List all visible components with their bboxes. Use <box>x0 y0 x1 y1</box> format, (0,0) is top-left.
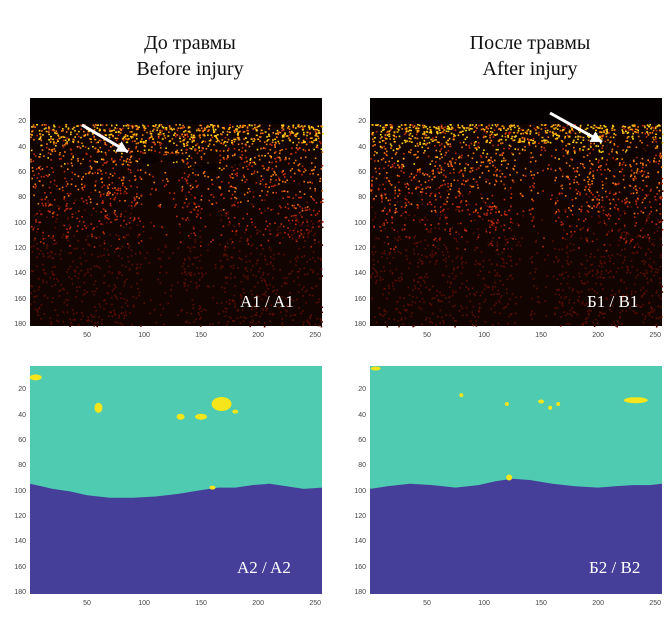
y-tick-label: 160 <box>14 563 26 571</box>
y-tick-label: 140 <box>14 270 26 278</box>
panel-oct-after: Б1 / B1 20 40 60 80 100 120 140 160 180 50 100 150 2… <box>340 92 667 352</box>
segmentation-image <box>29 366 322 594</box>
x-tick-label: 50 <box>83 332 91 339</box>
segmentation-map <box>370 366 662 594</box>
y-tick-label: 120 <box>14 513 26 520</box>
highlight-region <box>504 402 509 406</box>
highlight-region <box>506 474 513 481</box>
panel-label: Б2 / B2 <box>589 558 641 577</box>
y-tick-label: 80 <box>18 462 26 470</box>
panel-label: Б1 / B1 <box>587 292 639 311</box>
x-tick-label: 100 <box>478 600 490 607</box>
x-tick-label: 100 <box>138 332 150 339</box>
panel-segmentation-before: A2 / A2 20 40 60 80 100 120 140 160 180 50 100 150 2… <box>0 360 330 620</box>
lower-layer <box>370 478 662 594</box>
y-tick-label: 20 <box>358 118 366 126</box>
oct-scan <box>370 98 664 328</box>
y-tick-label: 60 <box>18 437 26 444</box>
lower-layer <box>30 483 322 594</box>
y-tick-label: 80 <box>18 194 26 202</box>
column-title-en: Before injury <box>136 58 244 80</box>
x-tick-label: 250 <box>309 332 321 339</box>
arrow-indicator <box>549 111 603 144</box>
y-tick-label: 80 <box>358 194 366 202</box>
y-tick-label: 160 <box>354 563 366 571</box>
highlight-region <box>538 399 545 404</box>
y-tick-label: 100 <box>14 487 26 495</box>
y-tick-label: 120 <box>354 245 366 252</box>
x-tick-label: 200 <box>252 332 264 339</box>
arrow-indicator <box>81 123 129 154</box>
panel-label: A2 / A2 <box>237 558 291 577</box>
y-tick-label: 20 <box>18 118 26 126</box>
panel-oct-before: A1 / A1 20 40 60 80 100 120 140 160 180 50 100 150 2… <box>0 92 330 352</box>
y-tick-label: 40 <box>358 411 366 419</box>
column-title-ru: До травмы <box>144 32 236 54</box>
column-header-before: До травмы Before injury <box>60 30 320 82</box>
y-tick-label: 60 <box>358 169 366 176</box>
y-tick-label: 140 <box>354 270 366 278</box>
y-tick-label: 160 <box>14 295 26 303</box>
y-tick-label: 160 <box>354 295 366 303</box>
highlight-region <box>211 397 232 411</box>
highlight-region <box>209 485 216 490</box>
highlight-region <box>195 413 208 420</box>
highlight-region <box>556 402 561 406</box>
x-tick-label: 200 <box>592 600 604 607</box>
x-tick-label: 150 <box>195 600 207 607</box>
column-title-ru: После травмы <box>469 32 591 54</box>
y-tick-label: 20 <box>358 386 366 394</box>
x-tick-label: 150 <box>535 600 547 607</box>
y-tick-label: 60 <box>18 169 26 176</box>
y-tick-label: 40 <box>18 143 26 151</box>
x-tick-label: 200 <box>592 332 604 339</box>
oct-image <box>370 98 664 328</box>
x-tick-label: 50 <box>423 332 431 339</box>
y-tick-label: 180 <box>354 321 366 328</box>
y-tick-label: 100 <box>14 219 26 227</box>
x-tick-label: 100 <box>138 600 150 607</box>
y-tick-label: 40 <box>358 143 366 151</box>
highlight-region <box>176 413 185 420</box>
highlight-region <box>370 366 381 371</box>
highlight-region <box>623 397 648 404</box>
x-tick-label: 50 <box>83 600 91 607</box>
segmentation-map <box>29 366 322 594</box>
oct-scan <box>30 98 324 328</box>
panel-label: A1 / A1 <box>240 292 294 311</box>
highlight-region <box>94 402 103 413</box>
column-title-en: After injury <box>482 58 578 80</box>
x-tick-label: 200 <box>252 600 264 607</box>
y-tick-label: 120 <box>354 513 366 520</box>
y-tick-label: 100 <box>354 487 366 495</box>
highlight-region <box>232 409 239 414</box>
x-tick-label: 250 <box>309 600 321 607</box>
y-tick-label: 20 <box>18 386 26 394</box>
panel-segmentation-after: Б2 / B2 20 40 60 80 100 120 140 160 180 50 100 150 2… <box>340 360 667 620</box>
x-tick-label: 150 <box>535 332 547 339</box>
y-tick-label: 80 <box>358 462 366 470</box>
oct-image <box>30 98 324 328</box>
x-tick-label: 100 <box>478 332 490 339</box>
highlight-region <box>548 405 553 410</box>
y-tick-label: 120 <box>14 245 26 252</box>
y-tick-label: 40 <box>18 411 26 419</box>
x-tick-label: 250 <box>649 600 661 607</box>
x-tick-label: 150 <box>195 332 207 339</box>
y-tick-label: 60 <box>358 437 366 444</box>
x-tick-label: 50 <box>423 600 431 607</box>
y-tick-label: 140 <box>354 538 366 546</box>
segmentation-image <box>370 366 662 594</box>
y-tick-label: 180 <box>354 589 366 596</box>
y-tick-label: 180 <box>14 321 26 328</box>
highlight-region <box>459 393 464 398</box>
y-tick-label: 100 <box>354 219 366 227</box>
y-tick-label: 140 <box>14 538 26 546</box>
x-tick-label: 250 <box>649 332 661 339</box>
column-header-after: После травмы After injury <box>400 30 660 82</box>
highlight-region <box>29 374 42 381</box>
y-tick-label: 180 <box>14 589 26 596</box>
